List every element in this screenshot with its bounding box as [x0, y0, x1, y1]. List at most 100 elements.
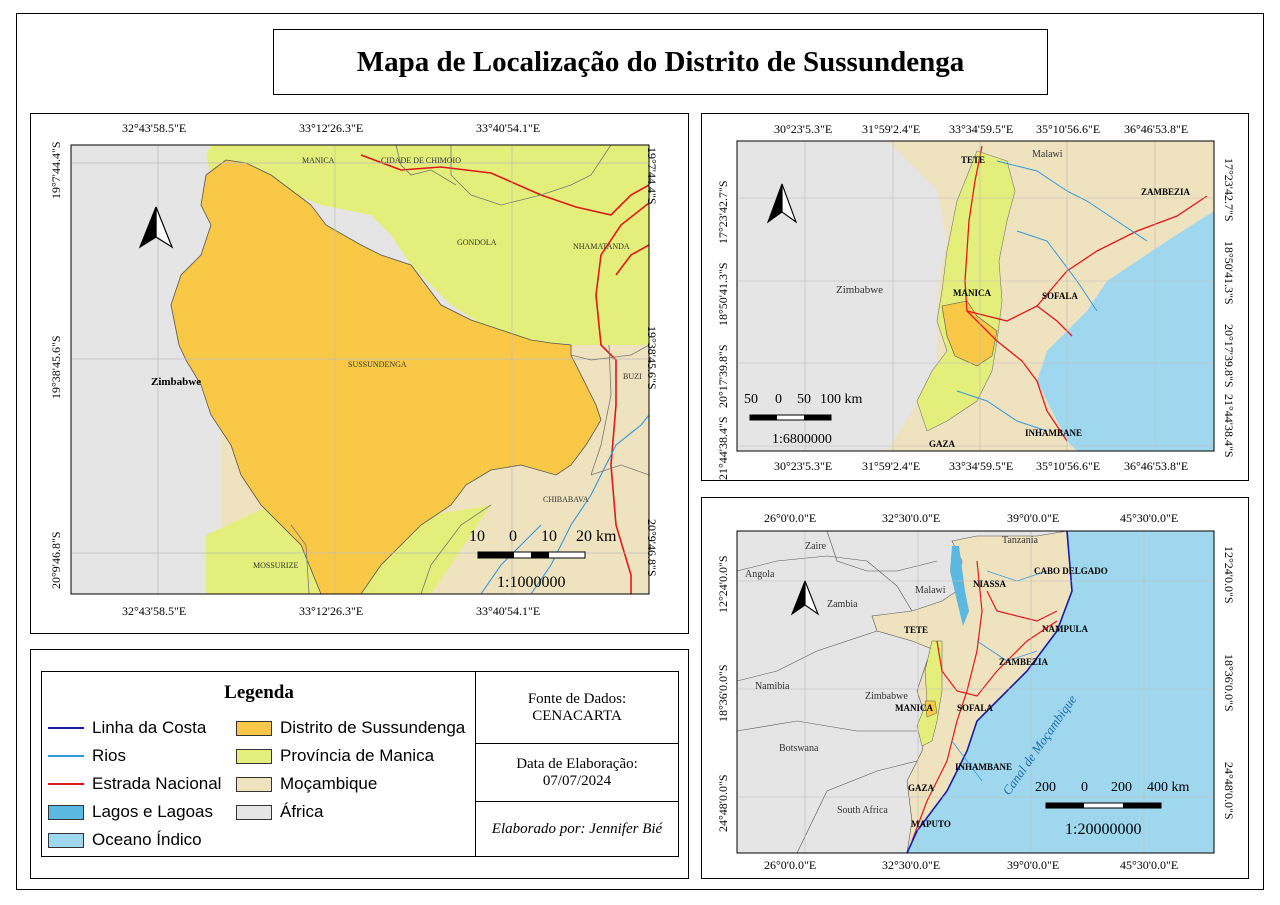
province-right-coord: 21°44'38.4"S — [1222, 394, 1236, 458]
province-top-coord: 30°23'5.3"E — [774, 122, 833, 136]
label-malawi: Malawi — [1032, 149, 1063, 160]
sussundenga-district — [941, 300, 998, 367]
main-map[interactable]: MANICA CIDADE DE CHIMOIO GONDOLA NHAMATA… — [31, 114, 690, 635]
label-zaire: Zaire — [805, 541, 827, 552]
label-manica: MANICA — [895, 703, 933, 713]
svg-text:20 km: 20 km — [576, 528, 617, 545]
legend-title: Legenda — [224, 682, 294, 703]
label-cidade-chimoio: CIDADE DE CHIMOIO — [381, 156, 461, 165]
label-zambezia: ZAMBEZIA — [1141, 187, 1191, 197]
graticule — [737, 531, 1214, 853]
label-sofala: SOFALA — [957, 703, 993, 713]
country-top-coord: 32°30'0.0"E — [882, 511, 941, 525]
date-title: Data de Elaboração: — [516, 755, 638, 772]
date-cell: Data de Elaboração: 07/07/2024 — [476, 744, 678, 802]
date-value: 07/07/2024 — [542, 772, 612, 789]
label-zimbabwe: Zimbabwe — [151, 376, 201, 388]
legend-table: Legenda Linha da Costa Rios Estrada Naci… — [41, 671, 679, 857]
province-right-coord: 20°17'39.8"S — [1222, 324, 1236, 388]
graticule — [737, 141, 1214, 451]
road-line-icon — [48, 783, 84, 785]
province-bottom-coord: 31°59'2.4"E — [862, 459, 921, 473]
country-left-coord: 18°36'0.0"S — [716, 664, 730, 722]
sussundenga-district — [924, 700, 938, 718]
main-right-coord: 20°9'46.8"S — [645, 519, 659, 577]
svg-text:50: 50 — [744, 392, 758, 407]
svg-text:0: 0 — [1081, 780, 1088, 795]
main-left-coord: 19°38'45.6"S — [49, 335, 63, 399]
legend-item-road: Estrada Nacional — [48, 774, 221, 794]
label-botswana: Botswana — [779, 743, 819, 754]
country-left-coord: 12°24'0.0"S — [716, 555, 730, 613]
legend-item-lakes: Lagos e Lagoas — [48, 802, 213, 822]
province-right-coord: 18°50'41.3"S — [1222, 241, 1236, 305]
main-map-panel: MANICA CIDADE DE CHIMOIO GONDOLA NHAMATA… — [30, 113, 689, 634]
country-left-coord: 24°48'0.0"S — [716, 774, 730, 832]
legend-panel — [30, 649, 689, 879]
africa-swatch-icon — [236, 804, 272, 820]
main-left-coord: 19°7'44.4"S — [49, 141, 63, 199]
svg-text:100 km: 100 km — [820, 392, 863, 407]
svg-text:10: 10 — [469, 528, 485, 545]
province-bottom-coord: 36°46'53.8"E — [1124, 459, 1189, 473]
legend-item-sussundenga: Distrito de Sussundenga — [236, 718, 465, 738]
label-angola: Angola — [745, 569, 775, 580]
label-tete: TETE — [961, 155, 985, 165]
province-bottom-coord: 35°10'56.6"E — [1036, 459, 1101, 473]
label-zimbabwe: Zimbabwe — [865, 691, 908, 702]
svg-text:200: 200 — [1035, 780, 1056, 795]
outer-frame — [16, 13, 1264, 890]
country-top-coord: 26°0'0.0"E — [764, 511, 817, 525]
province-left-coord: 17°23'42.7"S — [716, 180, 730, 244]
svg-text:200: 200 — [1111, 780, 1132, 795]
main-scale-bar: 10 0 10 20 km 1:1000000 — [469, 528, 617, 591]
main-bottom-coord: 32°43'58.5"E — [122, 604, 187, 618]
country-top-coord: 39°0'0.0"E — [1007, 511, 1060, 525]
country-scale-bar: 200 0 200 400 km 1:20000000 — [1035, 780, 1190, 838]
source-title: Fonte de Dados: — [527, 690, 627, 707]
mozambique-swatch-icon — [236, 776, 272, 792]
main-bottom-coord: 33°12'26.3"E — [299, 604, 364, 618]
label-nampula: NAMPULA — [1042, 624, 1088, 634]
province-map[interactable]: TETE Malawi ZAMBEZIA Zimbabwe MANICA SOF… — [702, 114, 1250, 482]
manica-province-area — [916, 640, 943, 747]
province-left-coord: 20°17'39.8"S — [716, 344, 730, 408]
legend-item-coastline: Linha da Costa — [48, 718, 206, 738]
province-scale-bar: 50 0 50 100 km 1:6800000 — [744, 392, 863, 447]
legend-item-mozambique: Moçambique — [236, 774, 377, 794]
country-right-coord: 12°24'0.0"S — [1222, 546, 1236, 604]
label-tete: TETE — [904, 625, 928, 635]
label-chibabava: CHIBABAVA — [543, 495, 589, 504]
svg-text:0: 0 — [509, 528, 517, 545]
ocean-area — [1037, 211, 1214, 451]
label-zambezia: ZAMBEZIA — [999, 657, 1049, 667]
main-bottom-coord: 33°40'54.1"E — [476, 604, 541, 618]
label-mossurize: MOSSURIZE — [253, 561, 298, 570]
main-right-coord: 19°38'45.6"S — [645, 326, 659, 390]
country-map[interactable]: Zaire Tanzania Angola Zambia Malawi NIAS… — [702, 498, 1250, 880]
country-bottom-coord: 26°0'0.0"E — [764, 858, 817, 872]
province-right-coord: 17°23'42.7"S — [1222, 158, 1236, 222]
label-zambia: Zambia — [827, 599, 858, 610]
legend-item-manica: Província de Manica — [236, 746, 434, 766]
province-top-coord: 31°59'2.4"E — [862, 122, 921, 136]
country-bottom-coord: 45°30'0.0"E — [1120, 858, 1179, 872]
data-source-cell: Fonte de Dados: CENACARTA — [476, 672, 678, 744]
svg-text:1:1000000: 1:1000000 — [497, 574, 565, 591]
province-top-coord: 36°46'53.8"E — [1124, 122, 1189, 136]
sussundenga-district — [170, 159, 602, 595]
north-arrow-icon — [138, 206, 174, 249]
svg-text:50: 50 — [797, 392, 811, 407]
svg-text:400 km: 400 km — [1147, 780, 1190, 795]
country-bottom-coord: 32°30'0.0"E — [882, 858, 941, 872]
main-top-coord: 33°40'54.1"E — [476, 121, 541, 135]
province-top-coord: 33°34'59.5"E — [949, 122, 1014, 136]
label-niassa: NIASSA — [973, 579, 1007, 589]
svg-text:1:20000000: 1:20000000 — [1065, 821, 1141, 838]
country-top-coord: 45°30'0.0"E — [1120, 511, 1179, 525]
main-right-coord: 19°7'44.4"S — [645, 147, 659, 205]
svg-text:0: 0 — [775, 392, 782, 407]
main-top-coord: 32°43'58.5"E — [122, 121, 187, 135]
district-swatch-icon — [236, 720, 272, 736]
label-zimbabwe: Zimbabwe — [836, 284, 883, 296]
